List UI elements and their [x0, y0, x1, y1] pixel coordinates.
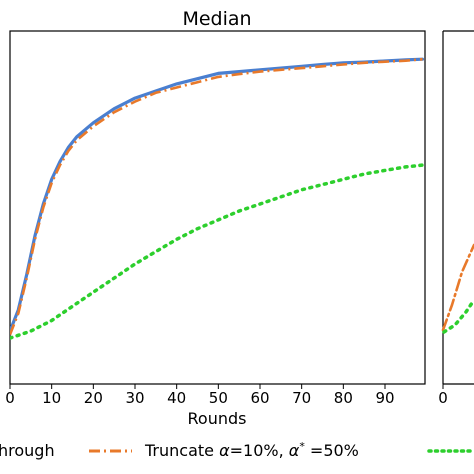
x-tick-label: 80 [334, 389, 353, 407]
plot-frame [9, 30, 426, 385]
series-line-1 [10, 57, 425, 333]
second-x-tick-label: 0 [438, 389, 448, 407]
x-tick-label: 90 [375, 389, 394, 407]
x-tick-label: 60 [250, 389, 269, 407]
x-tick-label: 30 [125, 389, 144, 407]
x-axis-label: Rounds [188, 409, 247, 428]
legend-label-2: Truncate α=10%, α* =50% [144, 440, 359, 461]
chart-title: Median [182, 8, 251, 30]
legend: hrough Truncate α=10%, α* =50% [0, 440, 474, 461]
x-tick-label: 70 [292, 389, 311, 407]
x-tick-label: 50 [209, 389, 228, 407]
series-line-3 [10, 163, 425, 340]
x-tick-label: 40 [167, 389, 186, 407]
series-group [10, 57, 425, 340]
x-tick-label: 10 [42, 389, 61, 407]
second-panel-series-1 [441, 243, 474, 332]
x-tick-label: 20 [84, 389, 103, 407]
series-line-2 [10, 57, 423, 336]
legend-label-1: hrough [0, 441, 55, 460]
second-panel-series [441, 243, 474, 334]
x-axis-ticks: 0 10 20 30 40 50 60 70 80 90 [5, 384, 395, 407]
second-panel-series-2 [442, 298, 474, 334]
x-tick-label: 0 [5, 389, 15, 407]
